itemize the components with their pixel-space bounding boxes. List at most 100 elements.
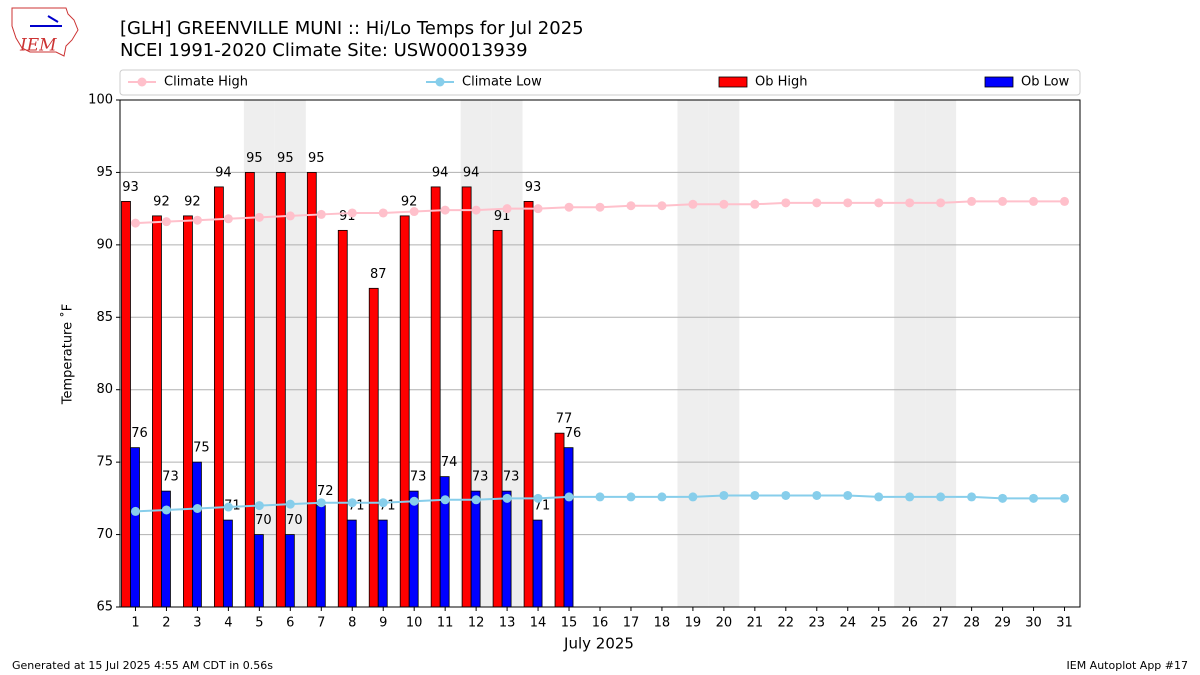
logo-outline xyxy=(11,7,79,57)
point xyxy=(1029,493,1039,503)
legend-marker xyxy=(435,77,445,87)
legend-label: Ob High xyxy=(755,75,808,90)
point xyxy=(378,498,388,508)
point xyxy=(657,492,667,502)
point xyxy=(595,202,605,212)
x-tick-label: 19 xyxy=(685,616,702,631)
point xyxy=(409,207,419,217)
point xyxy=(781,490,791,500)
x-tick-label: 21 xyxy=(747,616,764,631)
point xyxy=(1060,196,1070,206)
bar xyxy=(130,447,140,608)
bar xyxy=(306,172,317,608)
weekend-band xyxy=(708,100,740,607)
x-tick-label: 30 xyxy=(1025,616,1042,631)
chart-title: [GLH] GREENVILLE MUNI :: Hi/Lo Temps for… xyxy=(120,18,584,39)
point xyxy=(347,208,357,218)
y-tick-label: 75 xyxy=(96,455,113,470)
x-tick-label: 15 xyxy=(561,616,578,631)
point xyxy=(843,198,853,208)
point xyxy=(874,198,884,208)
y-tick-label: 65 xyxy=(96,600,113,615)
point xyxy=(192,215,202,225)
data-label: 94 xyxy=(463,165,480,180)
x-tick-label: 27 xyxy=(932,616,949,631)
x-tick-label: 10 xyxy=(406,616,423,631)
bar xyxy=(284,534,295,608)
y-axis-label: Temperature ˚F xyxy=(60,304,76,405)
data-label: 92 xyxy=(401,194,418,209)
point xyxy=(316,498,326,508)
point xyxy=(440,495,450,505)
x-tick-label: 26 xyxy=(901,616,918,631)
bar xyxy=(461,186,472,608)
x-tick-label: 29 xyxy=(994,616,1011,631)
point xyxy=(471,205,481,215)
point xyxy=(967,492,977,502)
point xyxy=(595,492,605,502)
data-label: 73 xyxy=(162,470,179,485)
y-tick-label: 70 xyxy=(96,527,113,542)
data-label: 93 xyxy=(122,180,139,195)
data-label: 73 xyxy=(503,470,520,485)
point xyxy=(719,199,729,209)
bar xyxy=(399,215,410,608)
point xyxy=(719,490,729,500)
bar xyxy=(408,490,419,608)
bar xyxy=(492,229,503,608)
y-tick-label: 95 xyxy=(96,165,113,180)
point xyxy=(1060,493,1070,503)
point xyxy=(967,196,977,206)
point xyxy=(254,212,264,222)
point xyxy=(688,492,698,502)
data-label: 73 xyxy=(410,470,427,485)
chart-subtitle: NCEI 1991-2020 Climate Site: USW00013939 xyxy=(120,40,528,61)
point xyxy=(998,493,1008,503)
point xyxy=(626,492,636,502)
point xyxy=(688,199,698,209)
point xyxy=(750,490,760,500)
data-label: 93 xyxy=(525,180,542,195)
bar xyxy=(253,534,264,608)
legend-label: Ob Low xyxy=(1021,75,1070,90)
point xyxy=(254,501,264,511)
point xyxy=(502,204,512,214)
bar xyxy=(213,186,224,608)
legend-box xyxy=(119,69,1081,96)
data-label: 76 xyxy=(131,426,148,441)
point xyxy=(316,209,326,219)
footer-left: Generated at 15 Jul 2025 4:55 AM CDT in … xyxy=(12,659,273,672)
weekend-band xyxy=(677,100,709,607)
bar xyxy=(222,519,233,608)
point xyxy=(130,506,140,516)
y-tick-label: 85 xyxy=(96,310,113,325)
point xyxy=(812,198,822,208)
logo: IEM xyxy=(11,7,79,57)
data-label: 92 xyxy=(184,194,201,209)
legend-label: Climate High xyxy=(164,75,248,90)
point xyxy=(161,505,171,515)
plot-frame xyxy=(119,99,1081,608)
data-label: 70 xyxy=(255,513,272,528)
footer-right: IEM Autoplot App #17 xyxy=(1067,659,1189,672)
x-tick-label: 16 xyxy=(592,616,609,631)
bar xyxy=(368,287,379,608)
data-label: 70 xyxy=(286,513,303,528)
point xyxy=(905,198,915,208)
x-tick-label: 8 xyxy=(348,616,356,631)
x-tick-label: 9 xyxy=(379,616,387,631)
point xyxy=(936,198,946,208)
x-tick-label: 23 xyxy=(809,616,826,631)
bar xyxy=(244,172,255,608)
weekend-band xyxy=(894,100,926,607)
data-label: 94 xyxy=(215,165,232,180)
bar xyxy=(523,200,534,608)
point xyxy=(936,492,946,502)
x-tick-label: 6 xyxy=(286,616,294,631)
data-label: 92 xyxy=(153,194,170,209)
legend-swatch xyxy=(984,76,1014,88)
x-tick-label: 24 xyxy=(839,616,856,631)
point xyxy=(285,211,295,221)
bar xyxy=(337,229,348,608)
point xyxy=(564,492,574,502)
